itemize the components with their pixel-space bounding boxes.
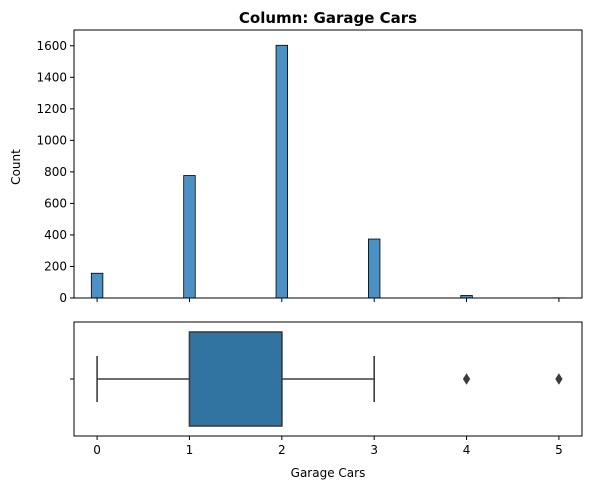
chart-title: Column: Garage Cars xyxy=(239,9,417,27)
histogram-plot: 0 200 400 600 800 1000 1200 1400 1600 xyxy=(36,30,582,305)
x-tick-label: 4 xyxy=(463,443,471,457)
outlier-point xyxy=(463,374,469,384)
histogram-bar xyxy=(91,273,103,298)
y-tick-label: 600 xyxy=(44,196,67,210)
y-tick-label: 1400 xyxy=(36,70,67,84)
x-tick-label: 2 xyxy=(278,443,286,457)
y-tick-label: 1000 xyxy=(36,133,67,147)
y-tick-label: 1200 xyxy=(36,102,67,116)
y-tick-label: 400 xyxy=(44,228,67,242)
y-tick-label: 800 xyxy=(44,165,67,179)
histogram-frame xyxy=(74,30,582,298)
x-tick-label: 5 xyxy=(555,443,563,457)
y-tick-label: 200 xyxy=(44,259,67,273)
boxplot-plot: 0 1 2 3 4 5 xyxy=(70,322,582,457)
y-tick-label: 1600 xyxy=(36,39,67,53)
x-axis-label: Garage Cars xyxy=(291,466,366,480)
y-tick-label: 0 xyxy=(59,291,67,305)
histogram-bar xyxy=(368,239,380,298)
histogram-bar xyxy=(184,176,196,298)
box-iqr xyxy=(189,332,281,426)
outlier-point xyxy=(556,374,562,384)
x-tick-label: 1 xyxy=(186,443,194,457)
x-tick-label: 0 xyxy=(93,443,101,457)
x-tick-label: 3 xyxy=(370,443,378,457)
y-axis-label: Count xyxy=(9,149,23,185)
histogram-bar xyxy=(276,45,288,298)
